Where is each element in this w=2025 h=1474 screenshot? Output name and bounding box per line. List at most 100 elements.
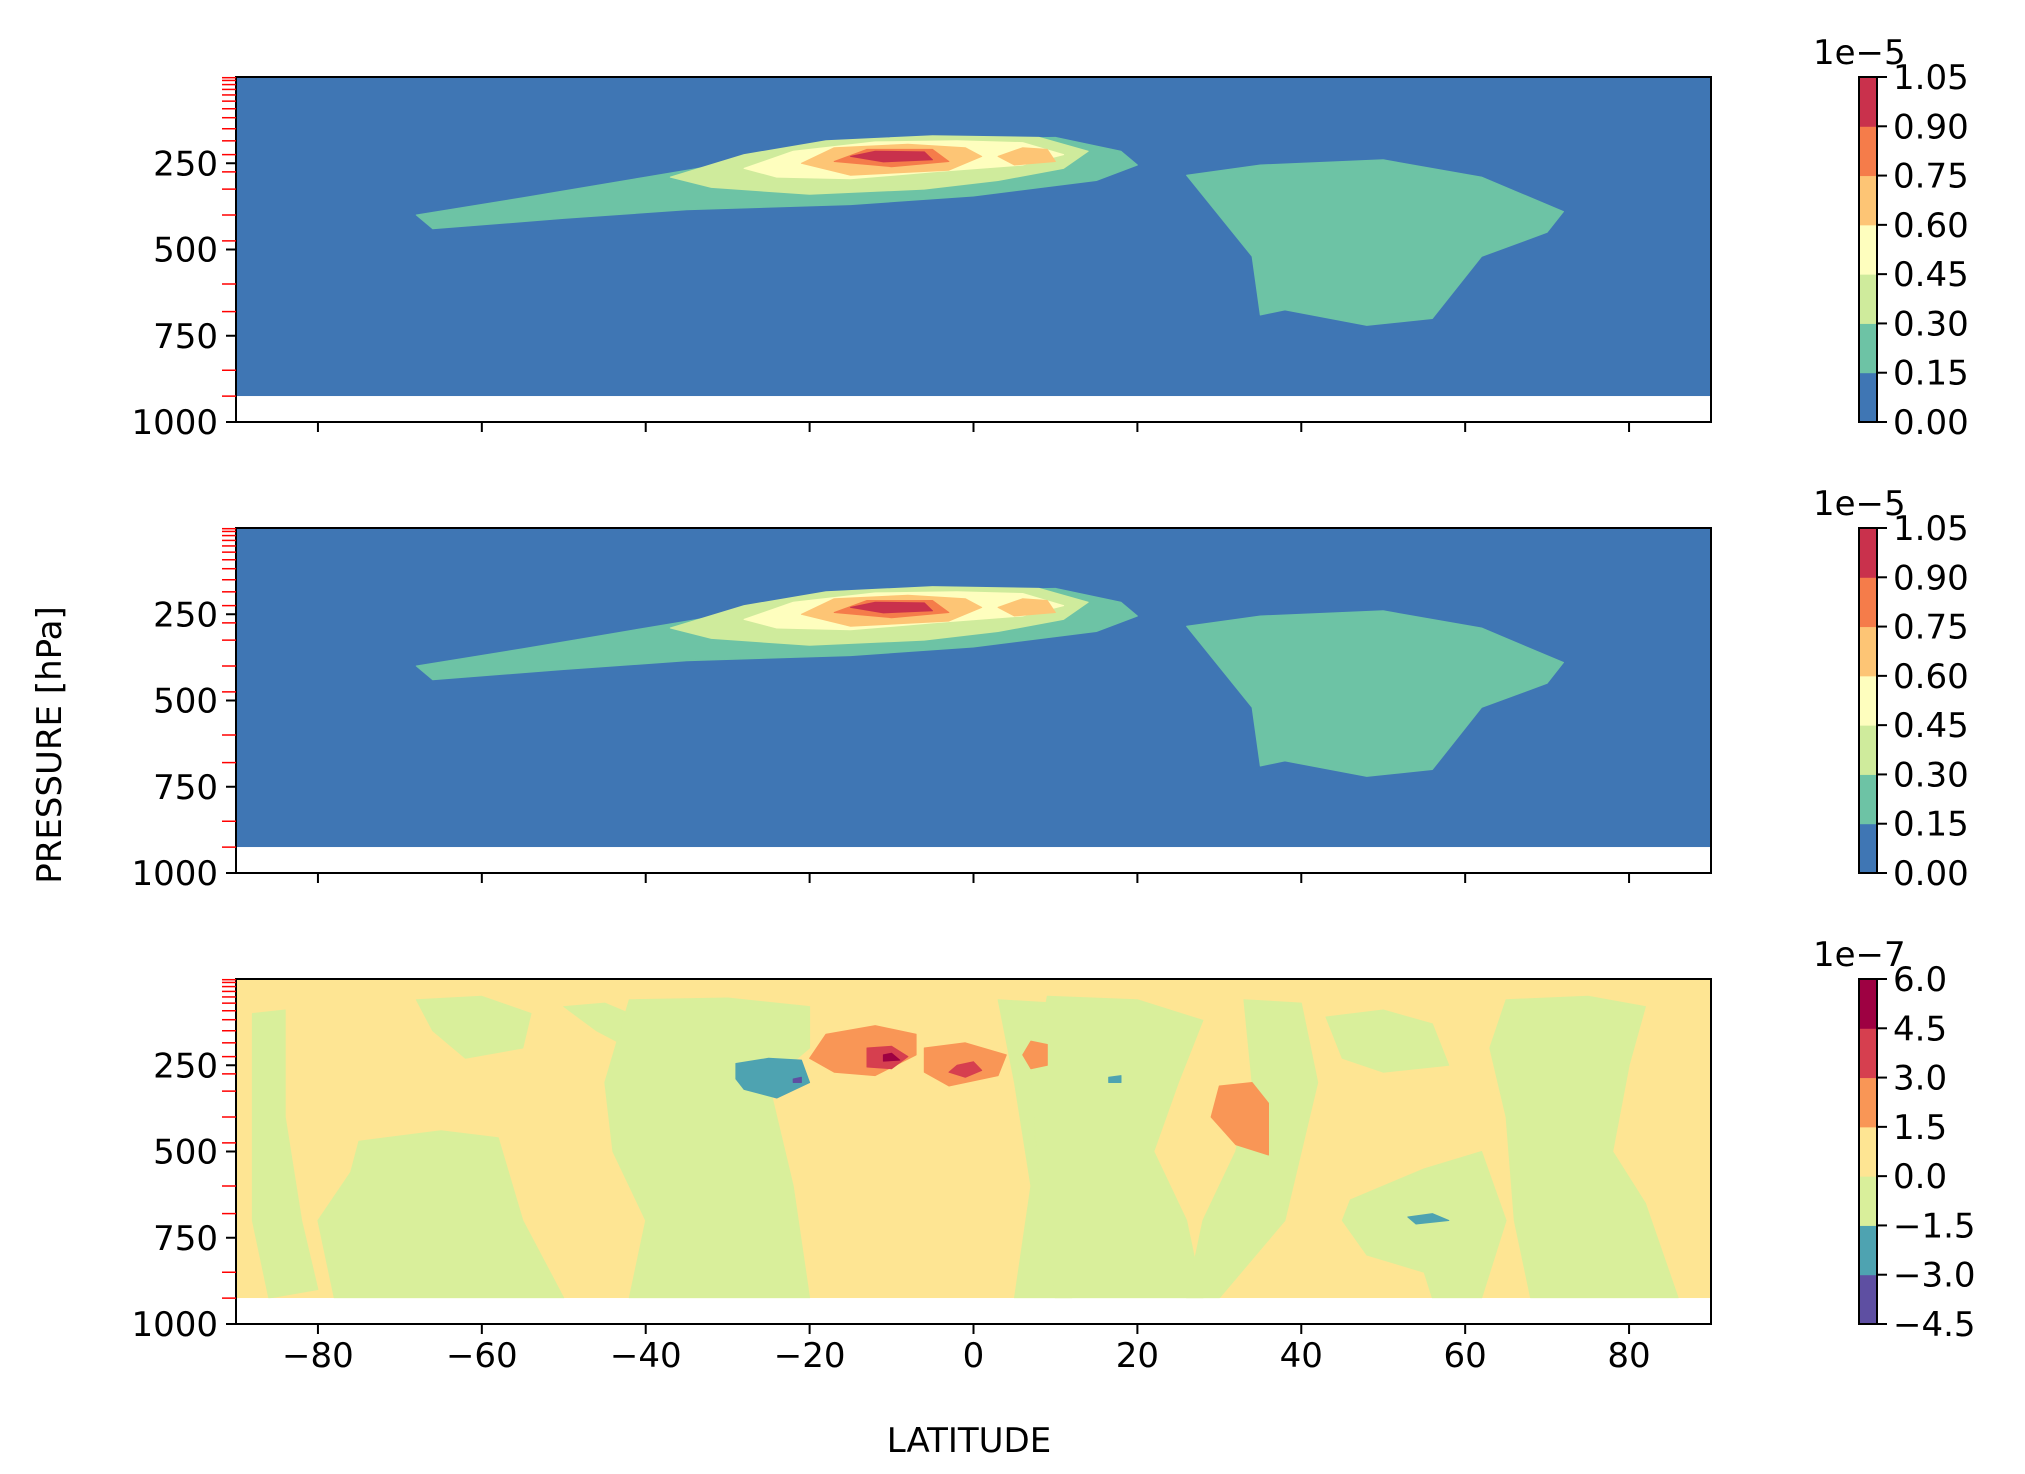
colorbar-segment [1859, 1176, 1877, 1226]
contour-region [1341, 1151, 1507, 1299]
colorbar-tick-label: 0.00 [1893, 403, 1969, 443]
colorbar-tick-label: 1.05 [1893, 58, 1969, 98]
colorbar-segment [1859, 528, 1877, 578]
y-tick-label: 1000 [131, 1305, 218, 1345]
contour-region [735, 1057, 811, 1099]
colorbar-segment [1859, 77, 1877, 127]
colorbar-tick-label: 4.5 [1893, 1009, 1947, 1049]
contour-region [415, 995, 532, 1059]
contour-region [1022, 1040, 1048, 1070]
y-tick-label: 750 [153, 768, 218, 808]
y-tick-label: 750 [153, 1219, 218, 1259]
colorbar-segment [1859, 1274, 1877, 1325]
contour-field [236, 979, 1711, 1299]
contour-region [948, 1061, 983, 1078]
colorbar-frame [1858, 978, 1878, 1325]
contour-region [997, 598, 1056, 617]
x-tick-label: 80 [1607, 1336, 1650, 1376]
contour-region [1108, 1075, 1122, 1083]
y-tick-label: 500 [153, 1133, 218, 1173]
contour-region [1489, 995, 1679, 1299]
colorbar-tick-label: 0.45 [1893, 255, 1969, 295]
x-tick-label: −60 [446, 1336, 518, 1376]
colorbar-tick-label: 0.75 [1893, 608, 1969, 648]
contour-field [236, 77, 1711, 397]
colorbar-segment [1859, 224, 1877, 275]
colorbar-tick-label: 0.90 [1893, 558, 1969, 598]
colorbar-tick-label: 0.60 [1893, 657, 1969, 697]
colorbar-offset-text: 1e−5 [1813, 33, 1906, 73]
colorbar-tick-label: 0.30 [1893, 755, 1969, 795]
colorbar-segment [1859, 725, 1877, 775]
colorbar-tick-label: 1.05 [1893, 509, 1969, 549]
colorbar-tick-label: −3.0 [1893, 1256, 1976, 1296]
colorbar-segment [1859, 372, 1877, 423]
contour-region [882, 1052, 901, 1062]
x-tick-label: 20 [1116, 1336, 1159, 1376]
y-axis-label: PRESSURE [hPa] [30, 606, 70, 883]
contour-region [251, 1009, 319, 1299]
colorbar-segment [1859, 1077, 1877, 1128]
colorbar-segment [1859, 675, 1877, 726]
colorbar-segment [1859, 1225, 1877, 1276]
colorbar-frame [1858, 527, 1878, 874]
colorbar-segment [1859, 323, 1877, 374]
panel-1: 250 500 750 1000 0.00 0.15 0.30 0.45 0.60 0.75 0.9… [131, 33, 1968, 443]
contour-region [850, 601, 933, 614]
colorbar-tick-label: 6.0 [1893, 960, 1947, 1000]
y-tick-label: 1000 [131, 403, 218, 443]
colorbar-segment [1859, 823, 1877, 874]
contour-region [1210, 1082, 1269, 1156]
contour-region [1030, 995, 1204, 1299]
colorbar-tick-label: 0.60 [1893, 206, 1969, 246]
colorbar-tick-label: 0.45 [1893, 706, 1969, 746]
x-tick-label: 60 [1444, 1336, 1487, 1376]
panel-2: 250 500 750 1000 0.00 0.15 0.30 0.45 0.60 0.75 0.9… [131, 484, 1968, 894]
colorbar-frame [1858, 76, 1878, 423]
colorbar-tick-label: 0.00 [1893, 854, 1969, 894]
y-tick-label: 1000 [131, 854, 218, 894]
contour-region [850, 150, 933, 163]
contour-region [792, 1076, 802, 1083]
colorbar-tick-label: 0.90 [1893, 107, 1969, 147]
contour-region [1407, 1213, 1450, 1225]
colorbar-segment [1859, 1028, 1877, 1079]
contour-region [997, 147, 1056, 166]
colorbar-tick-label: 0.15 [1893, 805, 1969, 845]
x-tick-label: −40 [610, 1336, 682, 1376]
colorbar-segment [1859, 577, 1877, 628]
x-axis-label: LATITUDE [887, 1421, 1051, 1461]
contour-region [317, 1130, 565, 1299]
colorbar-offset-text: 1e−7 [1813, 935, 1906, 975]
colorbar-tick-label: 3.0 [1893, 1059, 1947, 1099]
x-tick-label: 0 [963, 1336, 985, 1376]
y-tick-label: 500 [153, 682, 218, 722]
contour-region [1186, 159, 1564, 326]
x-tick-label: 40 [1280, 1336, 1323, 1376]
y-tick-label: 250 [153, 595, 218, 635]
contour-region [1325, 1009, 1450, 1073]
colorbar-segment [1859, 126, 1877, 177]
colorbar-tick-label: 0.15 [1893, 354, 1969, 394]
colorbar-offset-text: 1e−5 [1813, 484, 1906, 524]
colorbar-segment [1859, 175, 1877, 226]
y-tick-label: 250 [153, 144, 218, 184]
colorbar-segment [1859, 274, 1877, 324]
colorbar-tick-label: 0.75 [1893, 157, 1969, 197]
colorbar-tick-label: −4.5 [1893, 1305, 1976, 1345]
x-tick-label: −80 [282, 1336, 354, 1376]
y-tick-label: 750 [153, 317, 218, 357]
colorbar-tick-label: 0.30 [1893, 304, 1969, 344]
y-tick-label: 500 [153, 231, 218, 271]
colorbar-segment [1859, 774, 1877, 825]
contour-field [236, 528, 1711, 848]
colorbar-segment [1859, 1126, 1877, 1177]
panel-3: −80 −60 −40 −20 0 20 40 60 80 250 500 750 1000 −4.5 −3… [131, 935, 1975, 1376]
colorbar-tick-label: 1.5 [1893, 1108, 1947, 1148]
colorbar-segment [1859, 626, 1877, 677]
contour-region [1186, 610, 1564, 777]
x-tick-label: −20 [774, 1336, 846, 1376]
colorbar-tick-label: 0.0 [1893, 1157, 1947, 1197]
colorbar-segment [1859, 979, 1877, 1029]
